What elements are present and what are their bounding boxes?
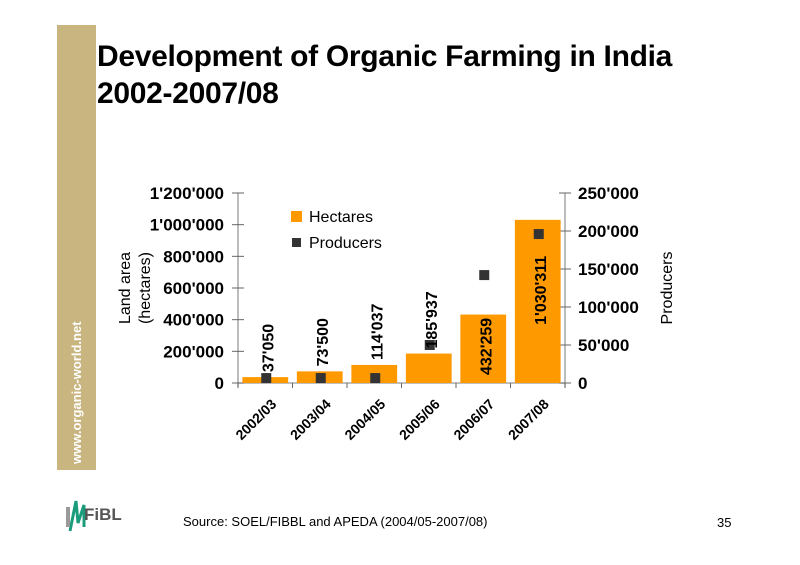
title-line-1: Development of Organic Farming in India (97, 40, 673, 73)
slide-title: Development of Organic Farming in India … (97, 38, 672, 112)
left-tick-label: 800'000 (163, 247, 224, 266)
right-tick-label: 100'000 (578, 298, 639, 317)
x-tick-label: 2003/04 (287, 396, 334, 443)
marker-producers (370, 373, 381, 384)
left-axis-title: Land area (hectares) (117, 252, 154, 324)
legend-swatch-producers (292, 238, 301, 247)
source-note: Source: SOEL/FIBBL and APEDA (2004/05-20… (183, 514, 488, 529)
bar-hectares (405, 353, 452, 383)
marker-producers (315, 373, 326, 384)
legend-label-producers: Producers (309, 235, 382, 252)
page-number: 35 (717, 515, 732, 530)
legend-swatch-hectares (291, 211, 302, 222)
right-tick-label: 150'000 (578, 260, 639, 279)
data-label-hectares: 1'030'311 (533, 256, 550, 325)
fibl-logo-text: FiBL (84, 505, 122, 524)
data-label-hectares: 73'500 (315, 318, 332, 366)
left-tick-label: 400'000 (163, 311, 224, 330)
left-tick-label: 0 (215, 374, 224, 393)
x-tick-label: 2002/03 (232, 396, 279, 443)
bar-hectares (514, 219, 561, 383)
marker-producers (424, 340, 435, 350)
side-accent-bar (57, 25, 96, 470)
left-tick-label: 600'000 (163, 279, 224, 298)
legend: Hectares Producers (291, 209, 382, 252)
left-axis-title-line-1: Land area (117, 252, 134, 324)
right-tick-label: 200'000 (578, 222, 639, 241)
x-tick-label: 2004/05 (341, 396, 388, 443)
data-label-hectares: 432'259 (478, 318, 495, 375)
x-tick-label: 2006/07 (450, 396, 497, 443)
marker-producers (261, 373, 272, 384)
right-tick-label: 0 (578, 374, 587, 393)
right-tick-label: 50'000 (578, 336, 629, 355)
title-line-2: 2002-2007/08 (97, 77, 279, 110)
left-tick-label: 1'000'000 (150, 216, 224, 235)
left-tick-label: 1'200'000 (150, 184, 224, 203)
fibl-logo-icon (66, 500, 86, 532)
data-label-hectares: 114'037 (369, 304, 386, 360)
data-label-hectares: 185'937 (424, 291, 441, 348)
data-label-hectares: 37'050 (260, 324, 277, 372)
marker-producers (533, 229, 544, 240)
marker-producers (479, 270, 490, 281)
right-axis-title: Producers (659, 252, 676, 325)
left-axis-title-line-2: (hectares) (137, 252, 154, 324)
bar-hectares (460, 314, 507, 383)
right-tick-label: 250'000 (578, 184, 639, 203)
legend-label-hectares: Hectares (309, 209, 373, 226)
x-tick-label: 2005/06 (396, 396, 443, 443)
x-tick-label: 2007/08 (505, 396, 552, 443)
left-tick-label: 200'000 (163, 342, 224, 361)
